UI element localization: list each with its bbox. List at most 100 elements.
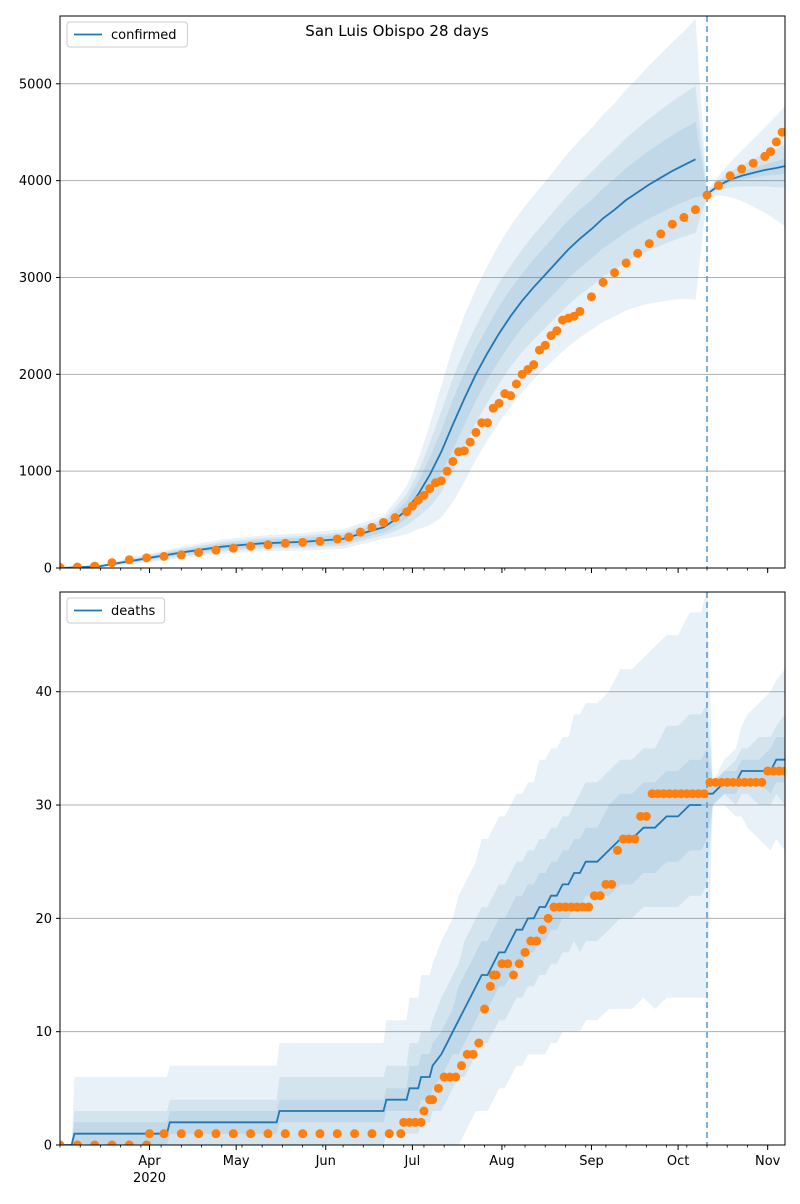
- observed-point: [367, 1129, 377, 1139]
- observed-point: [176, 1129, 186, 1139]
- observed-point: [246, 541, 256, 551]
- observed-point: [396, 1129, 406, 1139]
- observed-point: [72, 562, 82, 568]
- observed-point: [656, 229, 666, 239]
- observed-point: [482, 418, 492, 428]
- plot-area-confirmed: [60, 16, 785, 568]
- plot-area-deaths: [60, 592, 785, 1145]
- observed-point: [142, 1140, 152, 1145]
- observed-point: [428, 1095, 438, 1105]
- observed-point: [699, 789, 709, 799]
- observed-point: [159, 1129, 169, 1139]
- observed-point: [757, 777, 767, 787]
- legend-label: confirmed: [111, 28, 177, 43]
- observed-point: [433, 1083, 443, 1093]
- legend-box: [66, 21, 188, 48]
- observed-point: [350, 1129, 360, 1139]
- observed-point: [124, 1140, 134, 1145]
- observed-point: [60, 563, 65, 568]
- observed-point: [194, 1129, 204, 1139]
- observed-point: [419, 1106, 429, 1116]
- panel-deaths: 0 10 20 30 40 Apr 2020 May Jun Jul Aug Sep Oct Nov dea…: [35, 591, 786, 1186]
- observed-point: [332, 1129, 342, 1139]
- observed-point: [384, 1129, 394, 1139]
- observed-point: [355, 527, 365, 537]
- observed-point: [416, 1117, 426, 1127]
- observed-point: [771, 137, 781, 147]
- observed-point: [471, 427, 481, 437]
- observed-point: [598, 277, 608, 287]
- observed-point: [633, 248, 643, 258]
- observed-point: [419, 490, 429, 500]
- observed-point: [552, 326, 562, 336]
- axes-frame: [59, 591, 786, 1146]
- uncertainty-band: [60, 121, 785, 568]
- observed-point: [468, 1049, 478, 1059]
- observed-point: [494, 398, 504, 408]
- uncertainty-band: [60, 592, 785, 1145]
- uncertainty-band: [60, 703, 785, 1145]
- y-tick-label: 40: [35, 685, 52, 700]
- observed-point: [211, 545, 221, 555]
- model-line-forecast: [707, 758, 785, 795]
- y-tick-label: 2000: [19, 368, 52, 383]
- observed-point: [90, 561, 100, 568]
- panel-confirmed: 0 1000 2000 3000 4000 5000 confirmed: [19, 15, 786, 577]
- observed-point: [246, 1129, 256, 1139]
- observed-point: [679, 212, 689, 222]
- x-tick-label: Jul: [404, 1154, 421, 1169]
- observed-point: [586, 292, 596, 302]
- observed-point: [448, 456, 458, 466]
- observed-point: [298, 537, 308, 547]
- y-tick-label: 0: [44, 1139, 52, 1154]
- legend-confirmed: confirmed: [66, 21, 188, 48]
- observed-point: [280, 538, 290, 548]
- observed-point: [344, 532, 354, 542]
- x-tick-sublabel: 2020: [133, 1171, 166, 1186]
- observed-point: [630, 834, 640, 844]
- observed-point: [725, 171, 735, 181]
- observed-point: [690, 205, 700, 215]
- observed-point: [506, 391, 516, 401]
- x-tick-label: Oct: [667, 1154, 689, 1169]
- observed-point: [511, 379, 521, 389]
- observed-point: [315, 1129, 325, 1139]
- observed-point: [748, 158, 758, 168]
- observed-point: [315, 536, 325, 546]
- uncertainty-band: [60, 737, 785, 1145]
- legend-deaths: deaths: [66, 597, 166, 624]
- observed-point: [228, 543, 238, 553]
- observed-point: [367, 522, 377, 532]
- observed-point: [142, 553, 152, 563]
- x-tick-label: Jun: [315, 1154, 336, 1169]
- observed-point: [402, 507, 412, 517]
- observed-point: [263, 540, 273, 550]
- observed-point: [532, 936, 542, 946]
- observed-point: [480, 1004, 490, 1014]
- observed-point: [737, 164, 747, 174]
- observed-point: [60, 1140, 65, 1145]
- legend-box: [66, 597, 166, 624]
- x-tick-label: Sep: [579, 1154, 604, 1169]
- observed-point: [107, 558, 117, 568]
- model-line: [60, 158, 696, 568]
- y-tick-label: 4000: [19, 174, 52, 189]
- x-tick-label: Nov: [755, 1154, 781, 1169]
- observed-point: [508, 970, 518, 980]
- observed-point: [714, 180, 724, 190]
- x-tick-label: Apr: [138, 1154, 161, 1169]
- observed-point: [459, 446, 469, 456]
- observed-point: [436, 476, 446, 486]
- y-tick-label: 30: [35, 799, 52, 814]
- observed-point: [503, 959, 513, 969]
- observed-point: [332, 534, 342, 544]
- observed-point: [777, 127, 785, 137]
- y-tick-label: 10: [35, 1025, 52, 1040]
- observed-point: [514, 959, 524, 969]
- observed-point: [529, 360, 539, 370]
- observed-point: [621, 258, 631, 268]
- observed-point: [159, 551, 169, 561]
- observed-point: [491, 970, 501, 980]
- observed-point: [298, 1129, 308, 1139]
